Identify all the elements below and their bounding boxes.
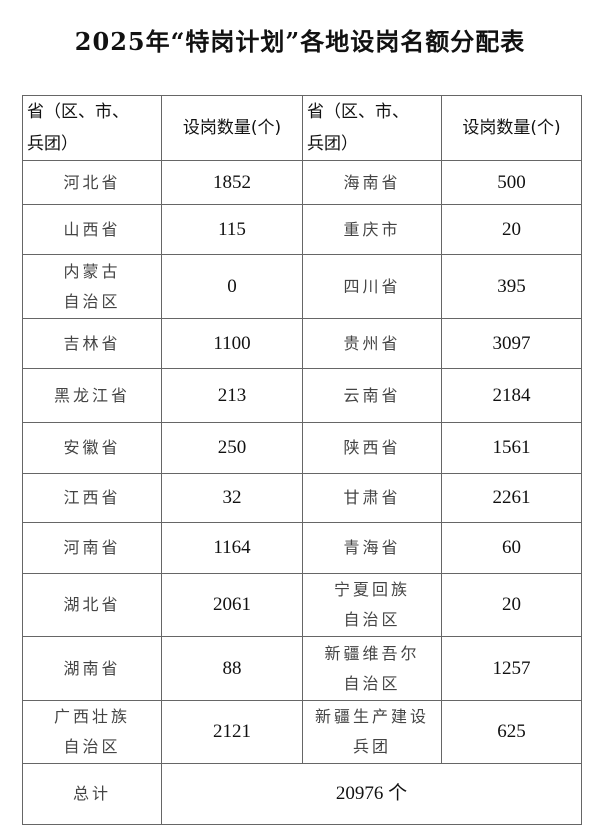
region-name: 新疆生产建设 兵团 — [302, 700, 442, 764]
post-count: 60 — [441, 522, 582, 574]
region-name: 陕西省 — [302, 422, 442, 474]
table-row: 山西省 115 重庆市 20 — [22, 204, 582, 255]
post-count: 88 — [161, 636, 303, 701]
post-count: 2184 — [441, 368, 582, 423]
post-count: 395 — [441, 254, 582, 319]
post-count: 20 — [441, 204, 582, 255]
header-region-right: 省（区、市、 兵团） — [302, 95, 442, 161]
table-row: 内蒙古 自治区 0 四川省 395 — [22, 254, 582, 319]
table-row: 河南省 1164 青海省 60 — [22, 522, 582, 574]
region-name: 四川省 — [302, 254, 442, 319]
table-row: 江西省 32 甘肃省 2261 — [22, 473, 582, 523]
post-count: 0 — [161, 254, 303, 319]
region-name: 黑龙江省 — [22, 368, 162, 423]
post-count: 625 — [441, 700, 582, 764]
region-name: 江西省 — [22, 473, 162, 523]
post-count: 20 — [441, 573, 582, 637]
table-row: 吉林省 1100 贵州省 3097 — [22, 318, 582, 369]
table-row: 广西壮族 自治区 2121 新疆生产建设 兵团 625 — [22, 700, 582, 764]
region-name: 河南省 — [22, 522, 162, 574]
region-name: 贵州省 — [302, 318, 442, 369]
total-label: 总计 — [22, 763, 162, 825]
region-name: 甘肃省 — [302, 473, 442, 523]
post-count: 2261 — [441, 473, 582, 523]
table-row: 河北省 1852 海南省 500 — [22, 160, 582, 205]
post-count: 1257 — [441, 636, 582, 701]
total-value: 20976 个 — [161, 763, 582, 825]
region-name: 安徽省 — [22, 422, 162, 474]
region-name: 山西省 — [22, 204, 162, 255]
post-count: 500 — [441, 160, 582, 205]
region-name: 湖南省 — [22, 636, 162, 701]
region-name: 重庆市 — [302, 204, 442, 255]
post-count: 2121 — [161, 700, 303, 764]
region-name: 云南省 — [302, 368, 442, 423]
table-row: 湖北省 2061 宁夏回族 自治区 20 — [22, 573, 582, 637]
region-name: 内蒙古 自治区 — [22, 254, 162, 319]
region-name: 宁夏回族 自治区 — [302, 573, 442, 637]
header-region-left: 省（区、市、 兵团） — [22, 95, 162, 161]
table-row: 黑龙江省 213 云南省 2184 — [22, 368, 582, 423]
post-count: 250 — [161, 422, 303, 474]
post-count: 3097 — [441, 318, 582, 369]
post-count: 32 — [161, 473, 303, 523]
post-count: 1100 — [161, 318, 303, 369]
table-header-row: 省（区、市、 兵团） 设岗数量(个) 省（区、市、 兵团） 设岗数量(个) — [22, 95, 582, 161]
post-count: 213 — [161, 368, 303, 423]
post-count: 115 — [161, 204, 303, 255]
region-name: 海南省 — [302, 160, 442, 205]
post-count: 1852 — [161, 160, 303, 205]
header-count-right: 设岗数量(个) — [441, 95, 582, 161]
table-row: 安徽省 250 陕西省 1561 — [22, 422, 582, 474]
region-name: 青海省 — [302, 522, 442, 574]
post-count: 2061 — [161, 573, 303, 637]
region-name: 新疆维吾尔 自治区 — [302, 636, 442, 701]
region-name: 湖北省 — [22, 573, 162, 637]
region-name: 河北省 — [22, 160, 162, 205]
total-row: 总计 20976 个 — [22, 763, 582, 825]
page-title: 2025年“特岗计划”各地设岗名额分配表 — [74, 27, 526, 56]
allocation-table: 省（区、市、 兵团） 设岗数量(个) 省（区、市、 兵团） 设岗数量(个) 河北… — [22, 95, 582, 825]
post-count: 1561 — [441, 422, 582, 474]
post-count: 1164 — [161, 522, 303, 574]
region-name: 广西壮族 自治区 — [22, 700, 162, 764]
region-name: 吉林省 — [22, 318, 162, 369]
table-row: 湖南省 88 新疆维吾尔 自治区 1257 — [22, 636, 582, 701]
header-count-left: 设岗数量(个) — [161, 95, 303, 161]
